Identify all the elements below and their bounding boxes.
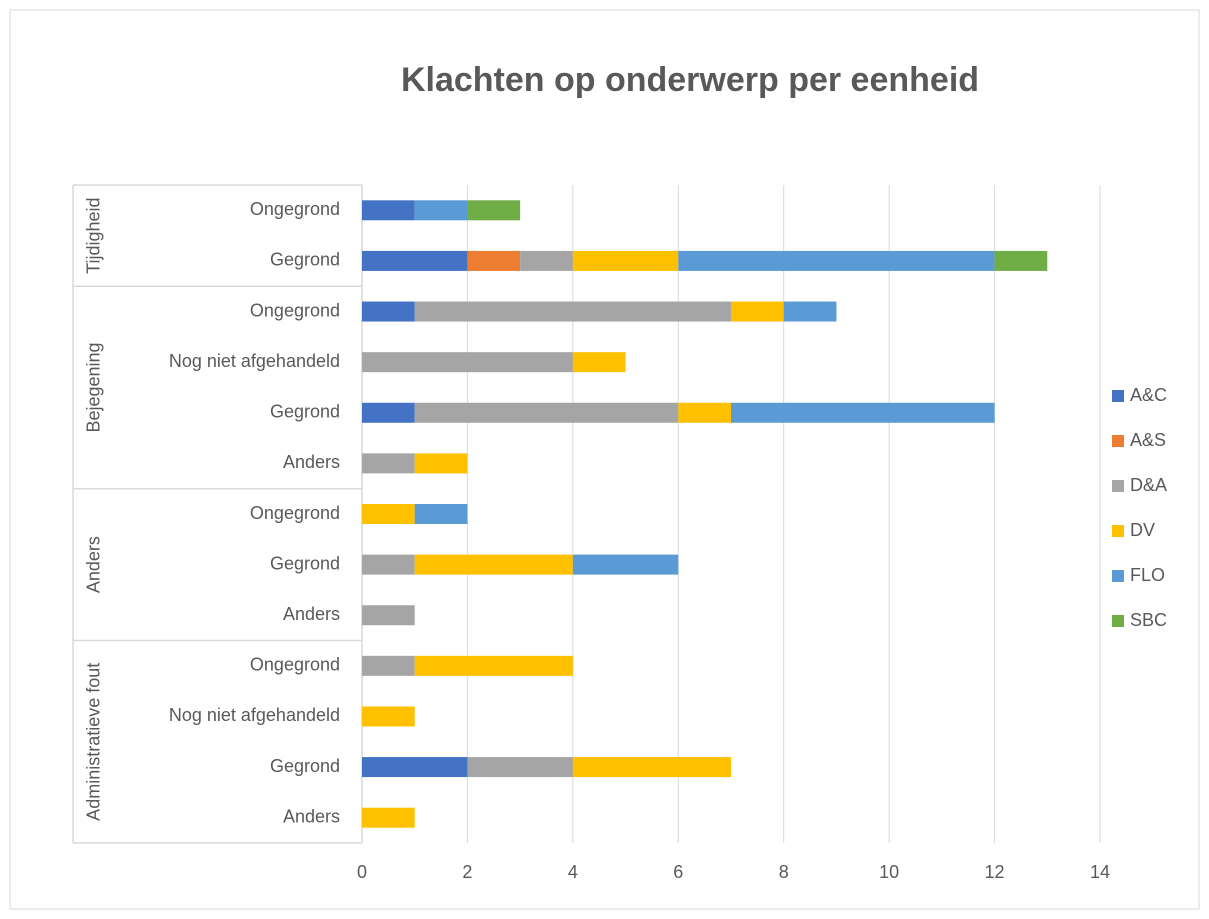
- legend-swatch: [1112, 480, 1124, 492]
- legend-label: FLO: [1130, 565, 1165, 585]
- bar-segment: [414, 554, 573, 575]
- legend-swatch: [1112, 390, 1124, 402]
- y-tick-label: Gegrond: [270, 250, 340, 270]
- y-tick-label: Ongegrond: [250, 655, 340, 675]
- bar-segment: [467, 200, 521, 221]
- y-tick-label: Nog niet afgehandeld: [169, 705, 340, 725]
- x-tick-label: 8: [779, 862, 789, 882]
- bar-segment: [678, 250, 995, 271]
- bar-segment: [467, 757, 573, 778]
- legend-swatch: [1112, 615, 1124, 627]
- y-tick-label: Ongegrond: [250, 300, 340, 320]
- bar-segment: [414, 200, 468, 221]
- group-label: Administratieve fout: [84, 663, 104, 821]
- x-tick-label: 14: [1090, 862, 1110, 882]
- bar-segment: [414, 301, 731, 322]
- bar-segment: [362, 504, 415, 524]
- bar-segment: [783, 301, 837, 322]
- x-tick-label: 12: [985, 862, 1005, 882]
- y-tick-label: Nog niet afgehandeld: [169, 351, 340, 371]
- legend-swatch: [1112, 525, 1124, 537]
- legend-label: DV: [1130, 520, 1155, 540]
- bar-segment: [362, 250, 468, 271]
- bar-segment: [994, 250, 1048, 271]
- bar-segment: [731, 402, 995, 423]
- x-tick-label: 0: [357, 862, 367, 882]
- group-label: Tijdigheid: [84, 197, 104, 273]
- y-tick-label: Gegrond: [270, 553, 340, 573]
- bar-segment: [362, 706, 415, 727]
- bar-segment: [572, 250, 679, 271]
- bar-segment: [414, 504, 468, 524]
- bar-segment: [362, 605, 415, 626]
- x-tick-label: 10: [879, 862, 899, 882]
- bar-segment: [414, 402, 679, 423]
- group-label: Anders: [84, 536, 104, 593]
- legend-label: D&A: [1130, 475, 1167, 495]
- y-tick-label: Gegrond: [270, 756, 340, 776]
- bar-segment: [520, 250, 573, 271]
- y-tick-label: Ongegrond: [250, 199, 340, 219]
- legend-swatch: [1112, 570, 1124, 582]
- bar-segment: [362, 352, 573, 373]
- x-tick-label: 4: [568, 862, 578, 882]
- bar-segment: [572, 352, 626, 373]
- bar-segment: [678, 402, 731, 423]
- y-tick-label: Ongegrond: [250, 503, 340, 523]
- bar-segment: [362, 301, 415, 322]
- bar-segment: [414, 453, 468, 474]
- legend-swatch: [1112, 435, 1124, 447]
- legend-label: A&C: [1130, 385, 1167, 405]
- y-tick-label: Gegrond: [270, 402, 340, 422]
- x-tick-label: 6: [673, 862, 683, 882]
- bar-segment: [362, 402, 415, 423]
- bar-segment: [414, 655, 573, 676]
- bar-segment: [731, 301, 784, 322]
- bar-segment: [572, 554, 679, 575]
- bar-segment: [362, 655, 415, 676]
- bar-segment: [572, 757, 731, 778]
- group-label: Bejegening: [84, 342, 104, 432]
- y-tick-label: Anders: [283, 604, 340, 624]
- y-tick-label: Anders: [283, 452, 340, 472]
- y-tick-label: Anders: [283, 806, 340, 826]
- x-tick-label: 2: [462, 862, 472, 882]
- legend-label: SBC: [1130, 610, 1167, 630]
- bar-segment: [362, 807, 415, 828]
- bar-segment: [362, 554, 415, 575]
- bar-segment: [362, 757, 468, 778]
- chart-title: Klachten op onderwerp per eenheid: [401, 61, 979, 99]
- legend-label: A&S: [1130, 430, 1166, 450]
- bar-segment: [362, 453, 415, 474]
- bar-segment: [467, 250, 521, 271]
- bar-segment: [362, 200, 415, 221]
